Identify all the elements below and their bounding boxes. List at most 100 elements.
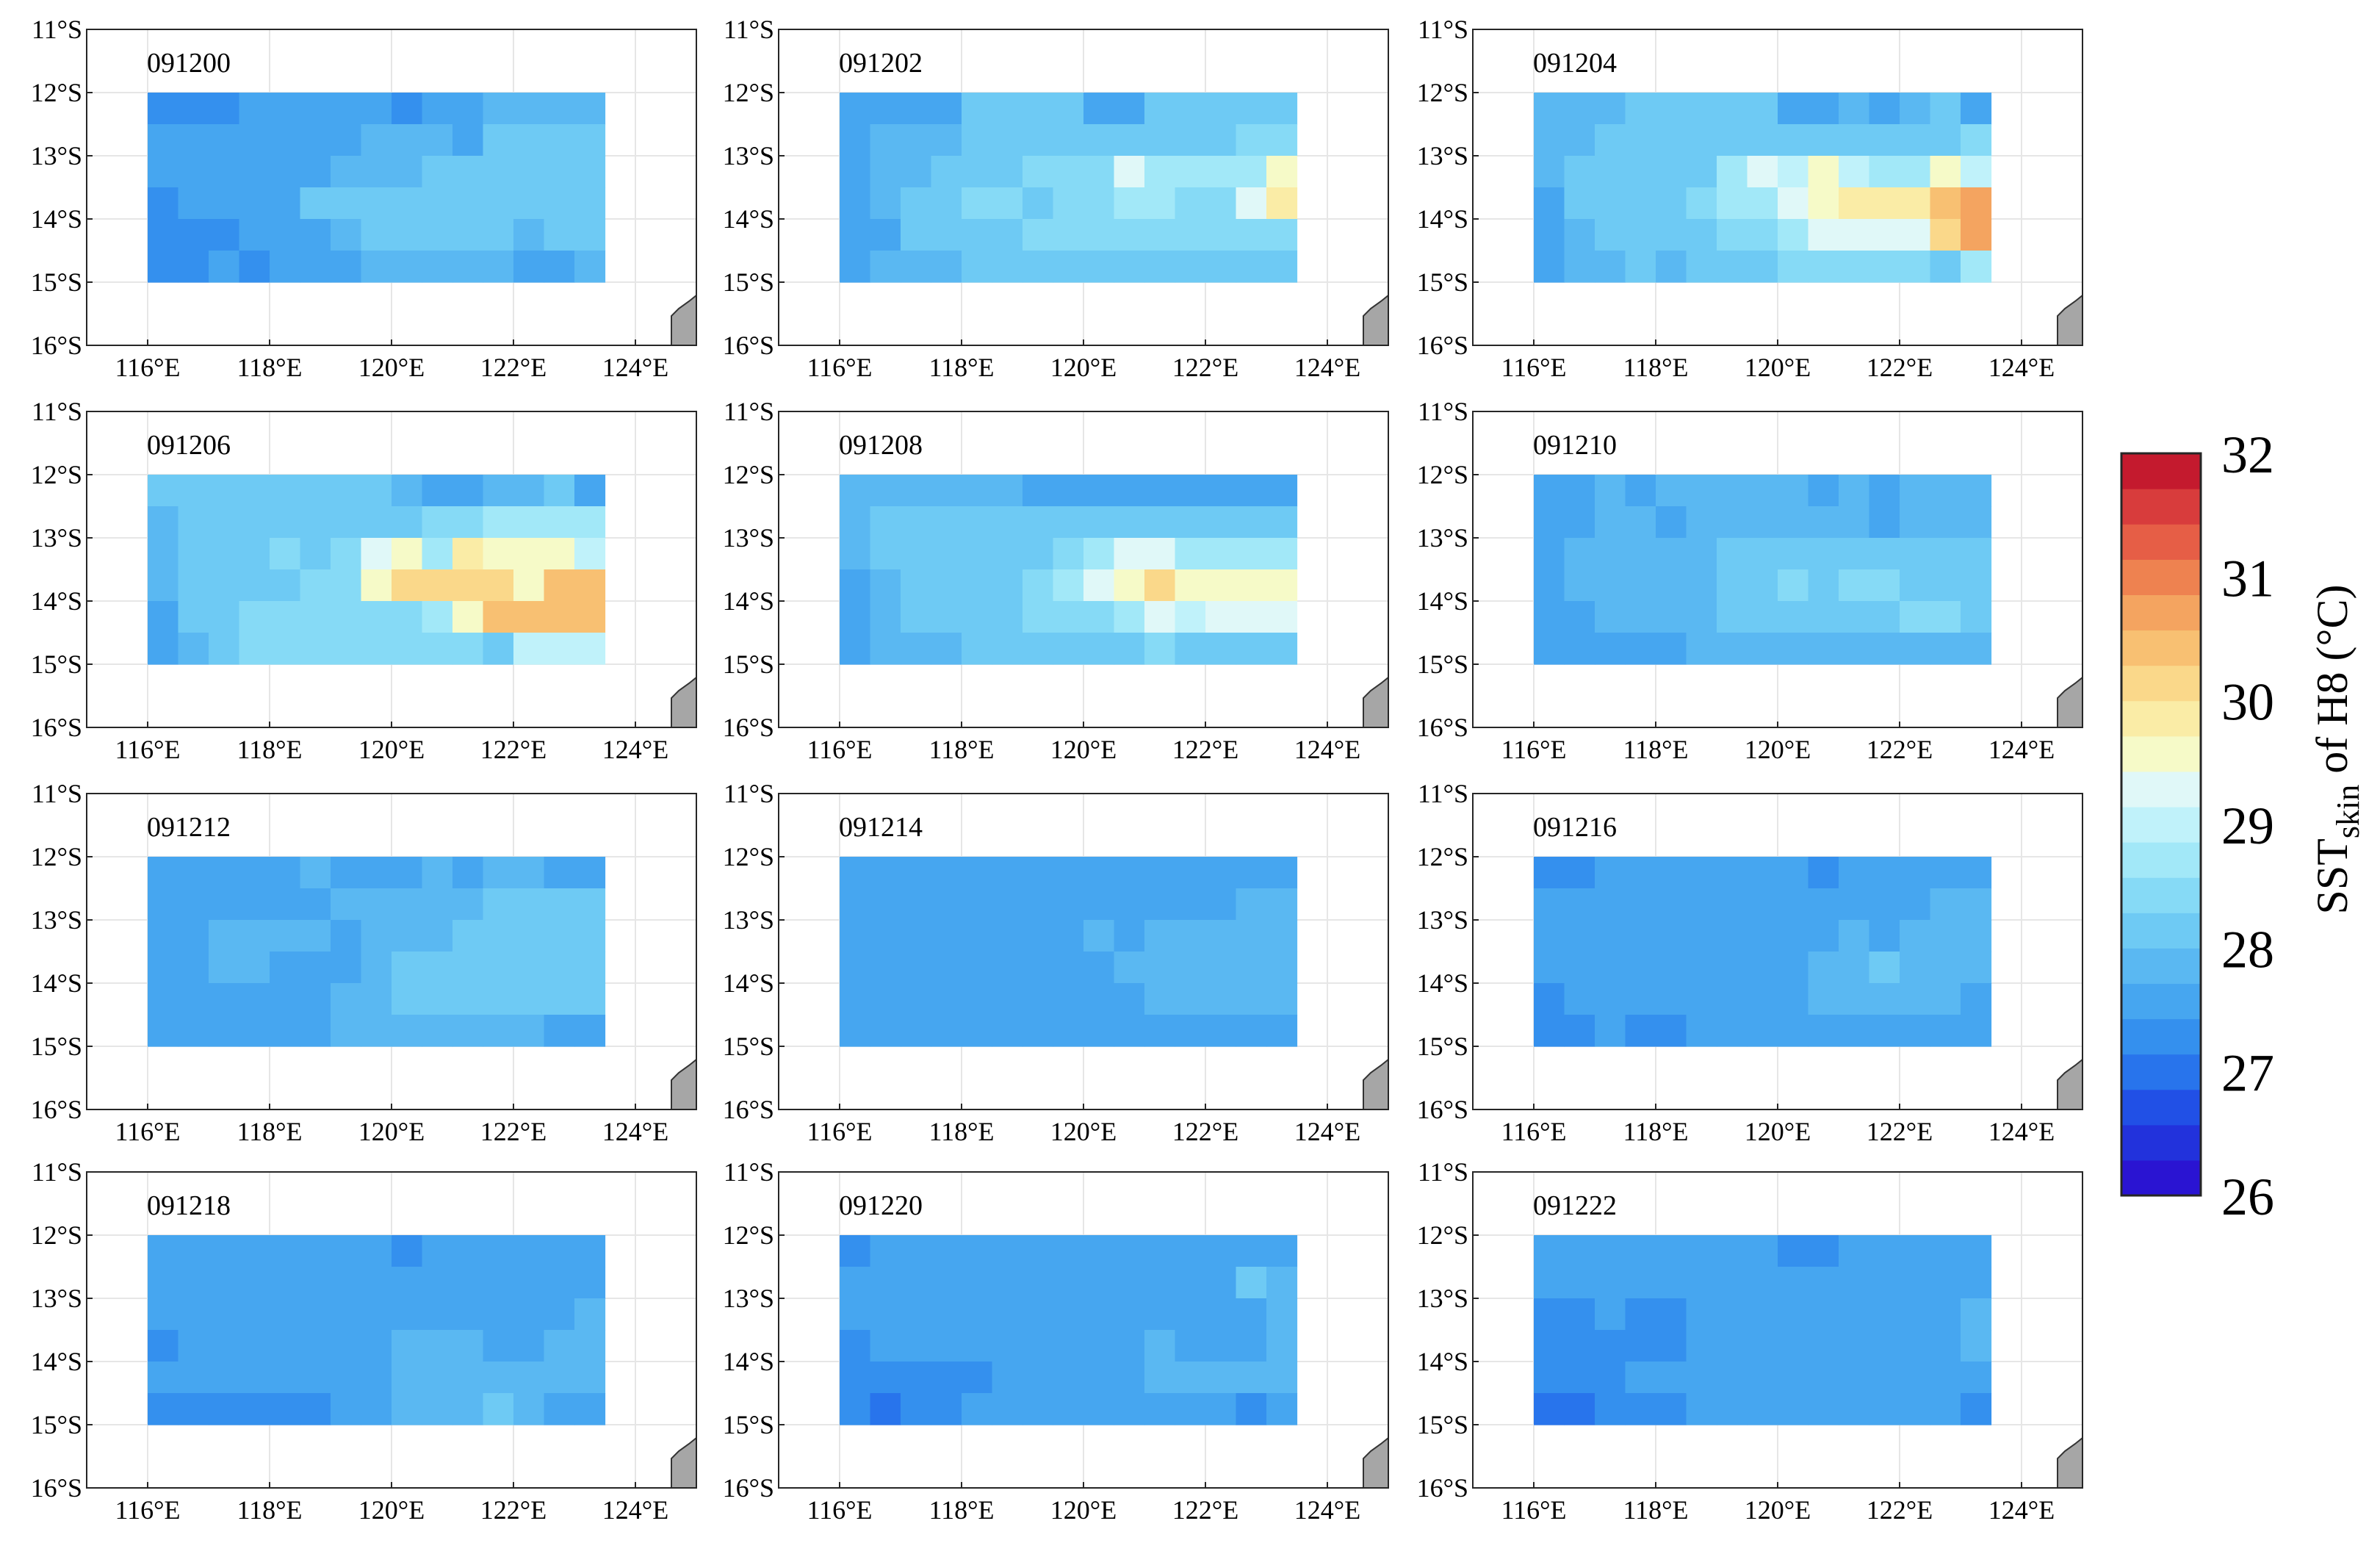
heatmap-cell	[1175, 1267, 1206, 1299]
heatmap-cell	[1961, 251, 1992, 283]
heatmap-cell	[1839, 1267, 1870, 1299]
x-tick-label: 124°E	[1988, 1495, 2055, 1525]
heatmap-cell	[392, 1267, 423, 1299]
heatmap-cell	[1747, 601, 1778, 633]
heatmap-cell	[1205, 1015, 1237, 1047]
heatmap-cell	[931, 888, 962, 921]
heatmap-cell	[1717, 920, 1748, 952]
heatmap-cell	[1564, 219, 1595, 251]
heatmap-cell	[331, 124, 362, 157]
x-tick-label: 116°E	[115, 1117, 180, 1146]
map-panel: 091212 11°S 12°S 13°S 14°S 15°S 16°S 116°E 118°E…	[31, 779, 697, 1146]
x-tick-label: 120°E	[358, 735, 425, 764]
heatmap-cell	[1236, 888, 1267, 921]
heatmap-cell	[178, 1235, 209, 1267]
map-panel: 091210 11°S 12°S 13°S 14°S 15°S 16°S 116°E 118°E…	[1417, 397, 2083, 764]
heatmap-cell	[1053, 1362, 1084, 1394]
heatmap-cell	[1175, 475, 1206, 507]
heatmap-cell	[1144, 569, 1176, 602]
heatmap-cell	[1144, 952, 1176, 984]
heatmap-cell	[901, 1362, 932, 1394]
x-tick-label: 118°E	[237, 735, 302, 764]
heatmap-cell	[1900, 93, 1931, 125]
heatmap-cell	[870, 1362, 901, 1394]
heatmap-cell	[209, 1298, 240, 1331]
heatmap-cell	[300, 952, 331, 984]
heatmap-cell	[1023, 601, 1054, 633]
heatmap-cell	[1114, 506, 1145, 539]
heatmap-cell	[1961, 187, 1992, 220]
heatmap-cell	[1236, 1267, 1267, 1299]
heatmap-cell	[1236, 1298, 1267, 1331]
heatmap-cell	[1023, 888, 1054, 921]
colorbar-segment	[2121, 700, 2201, 737]
heatmap-cell	[1686, 1235, 1717, 1267]
heatmap-cell	[422, 1330, 453, 1362]
heatmap-cell	[1717, 538, 1748, 570]
heatmap-cell	[513, 187, 545, 220]
heatmap-cell	[513, 93, 545, 125]
heatmap-cell	[1869, 538, 1900, 570]
x-tick-label: 122°E	[1867, 735, 1933, 764]
heatmap-cell	[1930, 920, 1961, 952]
heatmap-cell	[452, 251, 484, 283]
heatmap-cell	[239, 633, 270, 665]
heatmap-cell	[1053, 124, 1084, 157]
heatmap-cell	[870, 93, 901, 125]
x-tick-label: 118°E	[237, 1495, 302, 1525]
heatmap-cell	[300, 1330, 331, 1362]
heatmap-cell	[300, 1015, 331, 1047]
heatmap-cell	[1534, 475, 1565, 507]
heatmap-cell	[239, 251, 270, 283]
heatmap-cell	[962, 1393, 993, 1425]
y-tick-label: 13°S	[723, 523, 774, 553]
heatmap-cell	[574, 475, 606, 507]
heatmap-cell	[483, 952, 514, 984]
heatmap-cell	[1930, 1330, 1961, 1362]
heatmap-cell	[1175, 633, 1206, 665]
heatmap-cell	[992, 93, 1023, 125]
heatmap-cell	[1266, 1362, 1298, 1394]
y-tick-label: 15°S	[723, 650, 774, 679]
heatmap-cell	[1205, 506, 1237, 539]
heatmap-cell	[1144, 475, 1176, 507]
heatmap-cell	[1083, 1393, 1115, 1425]
heatmap-cell	[1717, 857, 1748, 889]
y-tick-label: 13°S	[31, 523, 82, 553]
colorbar-segment	[2121, 735, 2201, 772]
heatmap-cell	[239, 538, 270, 570]
x-tick-label: 122°E	[480, 735, 547, 764]
y-tick-label: 12°S	[1417, 78, 1468, 107]
heatmap-cell	[209, 251, 240, 283]
heatmap-cell	[452, 506, 484, 539]
heatmap-cell	[901, 952, 932, 984]
colorbar-tick-label: 30	[2221, 673, 2274, 732]
panel-title: 091212	[147, 812, 231, 843]
heatmap-cell	[1930, 952, 1961, 984]
y-tick-label: 14°S	[31, 1347, 82, 1376]
heatmap-cell	[1930, 633, 1961, 665]
heatmap-cell	[270, 187, 301, 220]
heatmap-cell	[1023, 1298, 1054, 1331]
heatmap-cell	[1534, 633, 1565, 665]
heatmap-cell	[931, 93, 962, 125]
heatmap-cell	[483, 601, 514, 633]
heatmap-cell	[574, 187, 606, 220]
heatmap-cell	[870, 983, 901, 1015]
heatmap-cell	[544, 569, 575, 602]
heatmap-cell	[1808, 1235, 1839, 1267]
heatmap-cell	[1564, 983, 1595, 1015]
x-tick-label: 118°E	[1623, 735, 1688, 764]
heatmap-cell	[992, 1235, 1023, 1267]
heatmap-cell	[1930, 1267, 1961, 1299]
heatmap-cell	[1083, 1330, 1115, 1362]
heatmap-cell	[1778, 538, 1809, 570]
heatmap-cell	[1778, 1235, 1809, 1267]
heatmap-cell	[209, 475, 240, 507]
y-tick-label: 15°S	[31, 1410, 82, 1439]
heatmap-cell	[1808, 952, 1839, 984]
heatmap-cell	[870, 569, 901, 602]
x-tick-label: 116°E	[115, 1495, 180, 1525]
heatmap-cell	[1839, 633, 1870, 665]
heatmap-cell	[1205, 219, 1237, 251]
